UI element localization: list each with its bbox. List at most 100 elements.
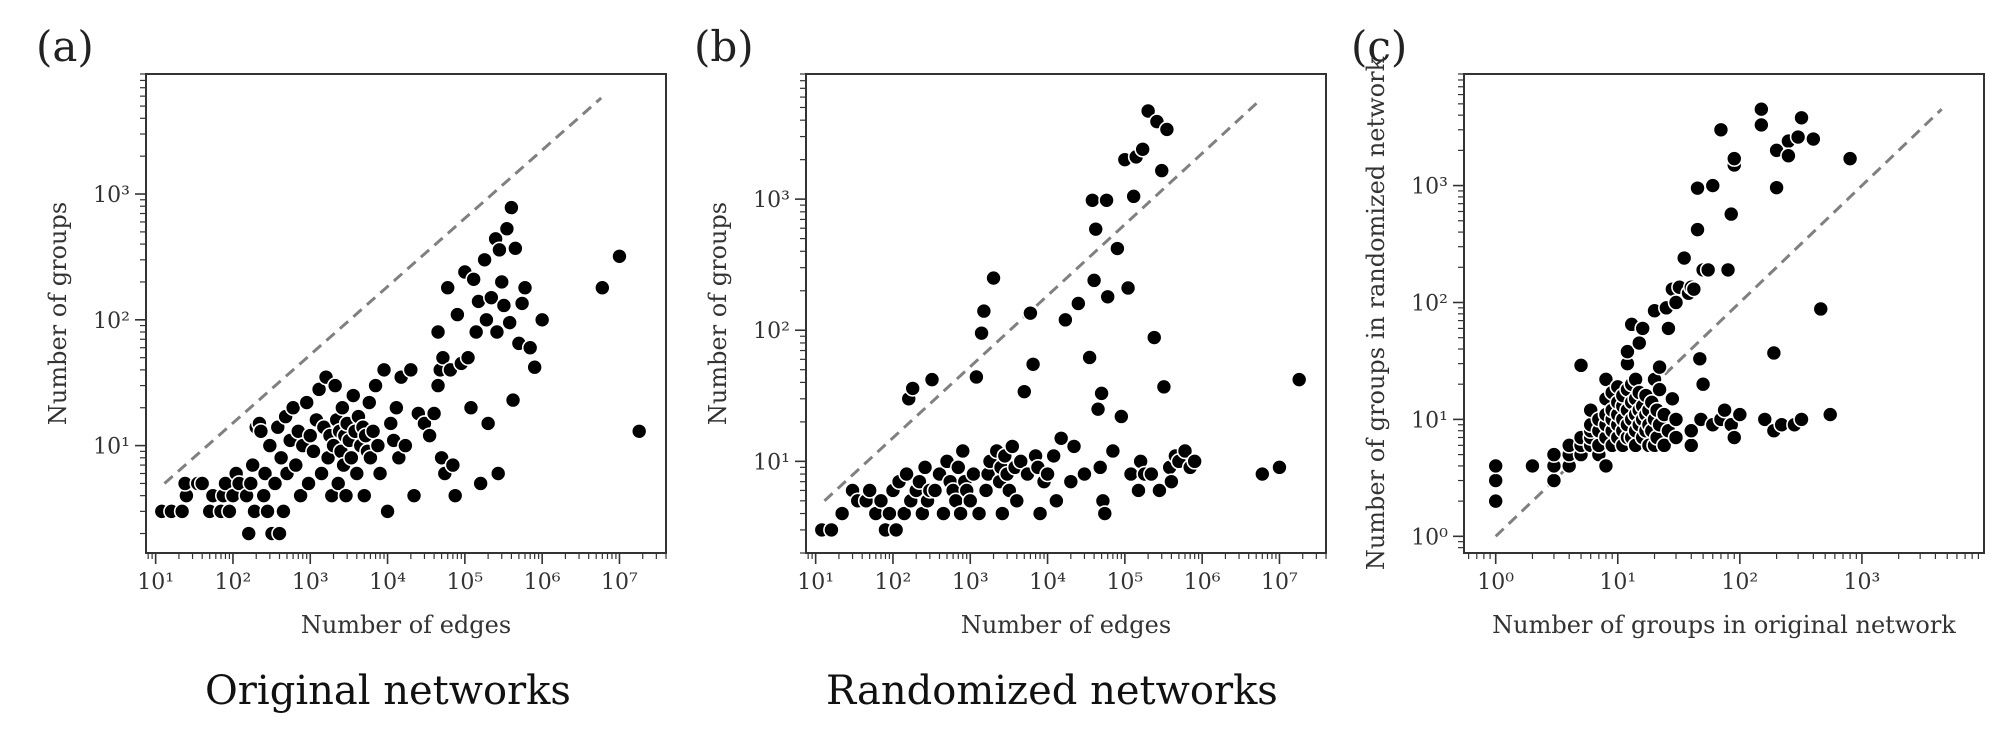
- data-point: [1756, 411, 1774, 428]
- data-point: [904, 380, 921, 397]
- data-point: [521, 339, 539, 357]
- data-point: [898, 465, 915, 483]
- data-point: [1712, 121, 1730, 139]
- y-tick-label: 10²: [1411, 291, 1448, 316]
- data-point: [926, 482, 944, 499]
- data-point: [367, 377, 384, 394]
- data-point: [344, 387, 362, 404]
- x-tick-label: 10⁴: [369, 570, 406, 595]
- data-point: [1753, 116, 1770, 134]
- data-point: [1667, 294, 1685, 311]
- data-point: [1022, 304, 1039, 322]
- data-point: [985, 269, 1002, 287]
- data-point: [1057, 311, 1074, 329]
- data-point: [1597, 371, 1615, 388]
- x-tick-label: 10²: [1721, 570, 1758, 595]
- data-point: [1089, 400, 1107, 418]
- x-tick-label: 10³: [292, 570, 329, 595]
- data-point: [1651, 358, 1668, 376]
- scatter-points: [813, 102, 1308, 539]
- panel-letter-c: (c): [1351, 22, 1408, 71]
- x-tick-label: 10³: [1844, 570, 1881, 595]
- scatter-points: [153, 199, 648, 542]
- data-point: [476, 251, 493, 269]
- data-point: [1048, 492, 1065, 510]
- data-point: [1487, 457, 1504, 475]
- data-point: [1039, 465, 1056, 483]
- data-point: [970, 505, 988, 522]
- data-point: [833, 505, 851, 522]
- data-point: [284, 399, 302, 417]
- data-point: [516, 279, 534, 297]
- data-point: [334, 399, 351, 417]
- data-point: [1081, 349, 1098, 366]
- data-point: [1052, 429, 1070, 447]
- data-point: [949, 459, 967, 476]
- y-tick-label: 10³: [93, 183, 130, 208]
- data-point: [271, 525, 288, 542]
- chart-panel-1: 10¹ 10² 10³ 10⁴ 10⁵ 10⁶ 10⁷ 10¹ 10² 10³ Number of …: [44, 73, 667, 639]
- data-point: [968, 368, 985, 386]
- data-point: [1186, 453, 1203, 470]
- data-point: [266, 475, 284, 492]
- data-point: [446, 487, 464, 504]
- data-point: [1130, 482, 1147, 499]
- x-tick-label: 10¹: [1599, 570, 1636, 595]
- data-point: [975, 302, 993, 320]
- data-point: [952, 505, 969, 522]
- data-point: [1675, 249, 1693, 267]
- y-axis-label: Number of groups: [704, 202, 732, 425]
- data-point: [935, 505, 952, 522]
- data-point: [1109, 240, 1126, 257]
- data-point: [1163, 473, 1180, 490]
- data-point: [895, 505, 913, 522]
- data-point: [287, 456, 305, 474]
- data-point: [1667, 411, 1685, 428]
- data-point: [355, 487, 373, 504]
- data-point: [1793, 109, 1810, 127]
- data-point: [425, 405, 443, 422]
- x-tick-label: 10⁵: [446, 570, 483, 595]
- data-point: [1805, 130, 1822, 148]
- data-point: [1122, 465, 1140, 483]
- x-tick-label: 10⁶: [524, 570, 561, 595]
- data-point: [911, 473, 928, 490]
- data-point: [364, 422, 382, 440]
- data-point: [513, 295, 531, 312]
- data-point: [1091, 459, 1109, 476]
- data-point: [255, 487, 273, 504]
- data-point: [1143, 465, 1160, 483]
- data-point: [1765, 344, 1783, 362]
- data-point: [1153, 162, 1171, 179]
- x-tick-label: 10²: [215, 570, 252, 595]
- data-point: [429, 377, 447, 394]
- data-point: [1597, 457, 1615, 475]
- data-point: [388, 399, 405, 417]
- x-tick-label: 10¹: [137, 570, 174, 595]
- data-point: [1704, 177, 1722, 194]
- data-point: [1113, 408, 1130, 425]
- data-point: [1722, 205, 1740, 223]
- data-point: [397, 437, 414, 454]
- data-point: [1487, 472, 1504, 489]
- data-point: [1119, 279, 1137, 297]
- data-point: [630, 422, 648, 440]
- data-point: [479, 415, 497, 432]
- reference-line: [823, 97, 1263, 502]
- data-point: [1151, 482, 1168, 499]
- data-point: [1012, 453, 1030, 470]
- data-point: [961, 492, 979, 510]
- data-point: [503, 199, 520, 216]
- data-point: [1524, 457, 1541, 475]
- data-point: [379, 503, 396, 520]
- data-point: [272, 449, 290, 467]
- data-point: [329, 475, 347, 492]
- y-tick-label: 10²: [753, 319, 790, 344]
- data-point: [491, 241, 508, 259]
- x-axis-label: Number of edges: [961, 611, 1171, 639]
- data-point: [1682, 422, 1700, 440]
- data-point: [507, 240, 524, 257]
- data-point: [221, 503, 238, 520]
- x-tick-label: 10⁷: [1261, 570, 1298, 595]
- data-point: [1789, 128, 1807, 146]
